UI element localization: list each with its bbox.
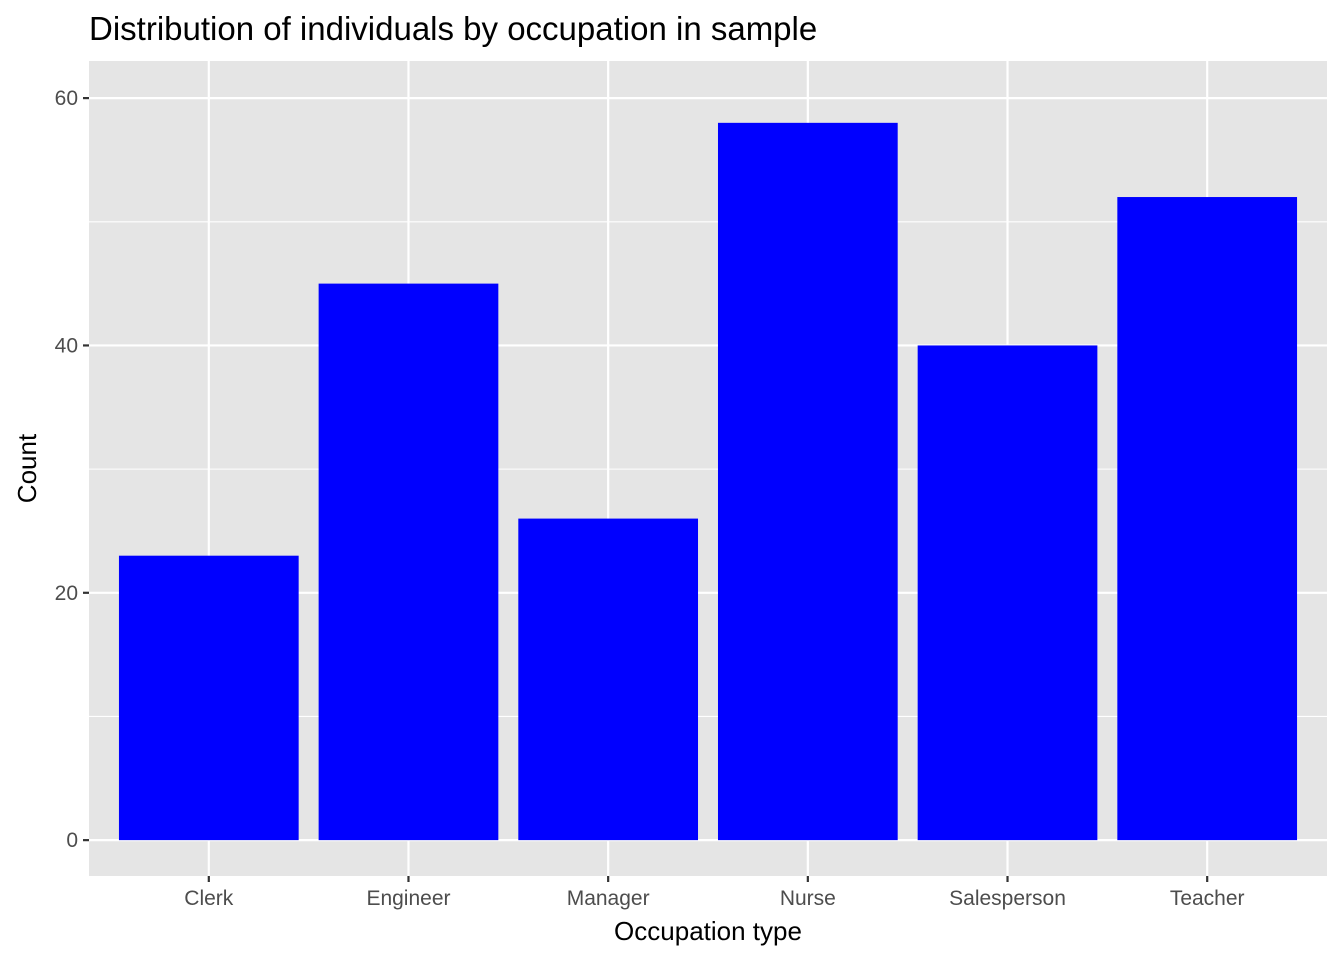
y-tick-label: 0 <box>66 829 78 852</box>
y-tick-label: 20 <box>55 582 78 605</box>
y-tick-label: 40 <box>55 334 78 357</box>
y-tick-label: 60 <box>55 87 78 110</box>
bar-salesperson <box>917 345 1098 841</box>
y-axis-title: Count <box>12 433 42 503</box>
bars <box>118 122 1298 841</box>
x-tick-label: Clerk <box>184 887 234 910</box>
y-axis: 0 20 40 60 <box>55 87 89 852</box>
x-tick-label: Salesperson <box>949 887 1066 910</box>
x-tick-label: Teacher <box>1170 887 1245 910</box>
bar-engineer <box>318 283 499 841</box>
x-tick-label: Manager <box>567 887 650 910</box>
bar-clerk <box>118 555 299 841</box>
bar-manager <box>518 518 699 841</box>
bar-nurse <box>717 122 898 841</box>
bar-teacher <box>1117 197 1298 841</box>
x-tick-label: Nurse <box>780 887 836 910</box>
chart-title: Distribution of individuals by occupatio… <box>89 10 817 47</box>
x-axis-title: Occupation type <box>614 916 802 946</box>
x-tick-label: Engineer <box>366 887 450 910</box>
x-axis: Clerk Engineer Manager Nurse Salesperson Teac… <box>184 876 1245 910</box>
